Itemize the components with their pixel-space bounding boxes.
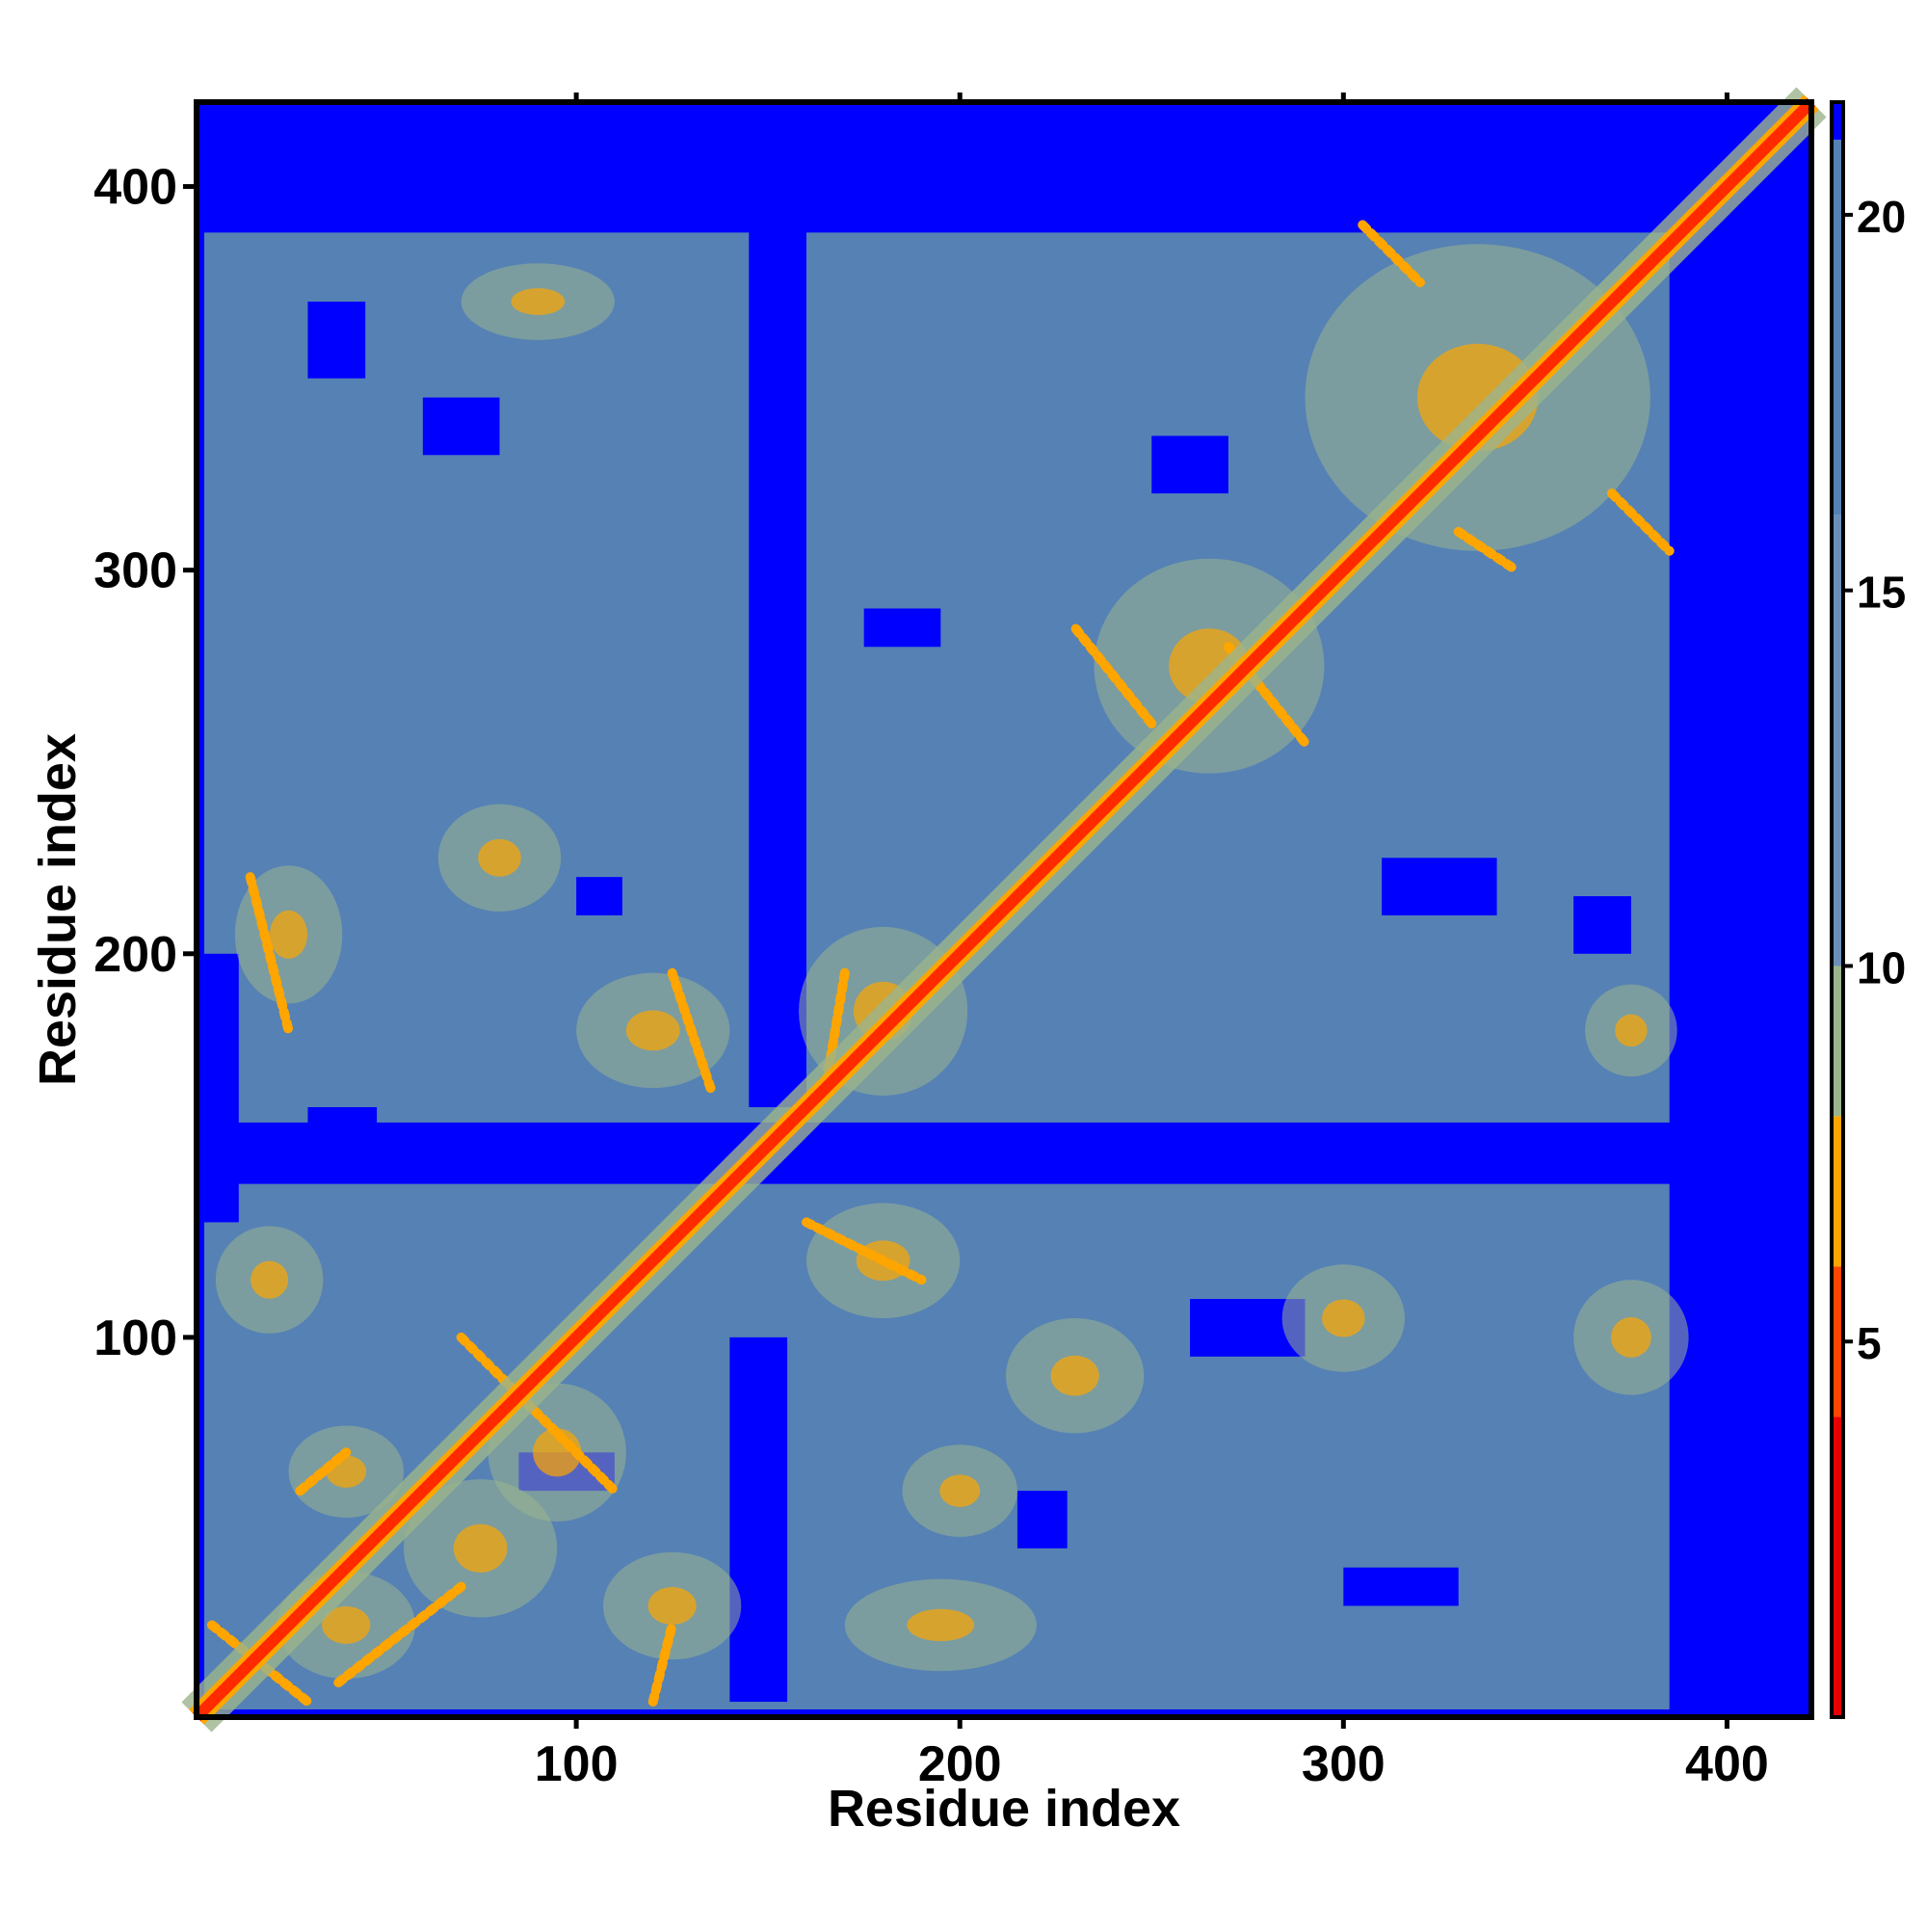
blue-region-3 (729, 1337, 788, 1703)
colorbar-band-5 (1832, 139, 1843, 516)
colorbar-band-3 (1832, 966, 1843, 1117)
colorbar-frame (1830, 100, 1845, 1719)
contact-blob-core-12 (270, 910, 308, 959)
blue-region-7 (1016, 1491, 1068, 1548)
contact-blob-core-1 (322, 1605, 371, 1644)
x-tick-label-2: 300 (1302, 1736, 1386, 1792)
contact-blob-core-13 (478, 838, 521, 877)
y-tick-label-3: 400 (93, 160, 177, 216)
blue-region-9 (1151, 436, 1228, 494)
contact-blob-core-11 (625, 1010, 680, 1051)
blue-region-8 (863, 608, 941, 648)
y-tick-label-1: 200 (93, 927, 177, 983)
contact-streak-4 (647, 1620, 677, 1707)
colorbar-tick-label-0: 5 (1857, 1318, 1882, 1368)
contact-layer (181, 87, 1827, 1733)
contact-streak-13 (667, 967, 716, 1094)
blue-region-2 (749, 217, 806, 1108)
contact-blob-core-9 (1050, 1355, 1099, 1396)
x-tick-label-0: 100 (535, 1736, 619, 1792)
colorbar-tick-label-3: 20 (1857, 192, 1906, 242)
contact-blob-core-7 (939, 1474, 981, 1507)
blue-region-12 (1382, 858, 1497, 915)
blue-region-6 (307, 1107, 378, 1146)
contact-blob-core-2 (453, 1523, 508, 1573)
x-axis-label: Residue index (828, 1780, 1180, 1838)
blue-region-1 (1673, 217, 1811, 1717)
y-tick-label-2: 300 (93, 543, 177, 599)
blue-region-13 (1573, 896, 1631, 954)
colorbar-band-1 (1832, 1266, 1843, 1417)
x-tick-label-3: 400 (1685, 1736, 1769, 1792)
contact-blob-core-16 (511, 288, 566, 315)
contact-streak-7 (1069, 622, 1157, 728)
colorbar-band-4 (1832, 515, 1843, 966)
contact-streak-9 (1358, 220, 1425, 288)
blue-region-17 (307, 302, 366, 379)
blue-region-5 (203, 953, 239, 1223)
blue-region-4 (203, 1122, 1811, 1184)
contact-streak-1 (295, 1447, 352, 1496)
contact-blob-core-18 (1610, 1316, 1651, 1358)
colorbar-band-2 (1832, 1116, 1843, 1267)
blue-region-16 (1343, 1567, 1459, 1606)
contact-streak-6 (801, 1217, 927, 1285)
contact-blob-core-5 (647, 1587, 697, 1626)
contact-blob-core-19 (1615, 1014, 1648, 1047)
colorbar-band-0 (1832, 1416, 1843, 1717)
plot-frame (194, 99, 1814, 1720)
contact-streak-3 (456, 1332, 620, 1496)
contact-blob-core-4 (251, 1260, 289, 1299)
blue-region-10 (422, 397, 500, 456)
colorbar-layer: 5 10 15 20 (1830, 100, 1906, 1719)
colorbar-tick-label-2: 15 (1857, 568, 1906, 618)
axis-layer: 100 200 300 400 100 200 300 400 (93, 93, 1769, 1792)
contact-streak-11 (1606, 489, 1675, 556)
contact-streak-10 (1453, 526, 1521, 575)
blue-region-11 (576, 877, 622, 915)
colorbar-tick-label-1: 10 (1857, 942, 1906, 992)
contact-streak-2 (333, 1581, 466, 1688)
colorbar-band-6 (1832, 102, 1843, 140)
y-axis-label: Residue index (29, 733, 87, 1086)
blue-region-0 (197, 102, 1811, 218)
contact-streak-12 (245, 872, 294, 1036)
x-tick-label-1: 200 (918, 1736, 1002, 1792)
contact-blob-core-17 (1322, 1299, 1365, 1337)
y-tick-label-0: 100 (93, 1310, 177, 1366)
diagonal-line (192, 97, 1816, 1722)
contact-blob-core-6 (907, 1608, 975, 1642)
